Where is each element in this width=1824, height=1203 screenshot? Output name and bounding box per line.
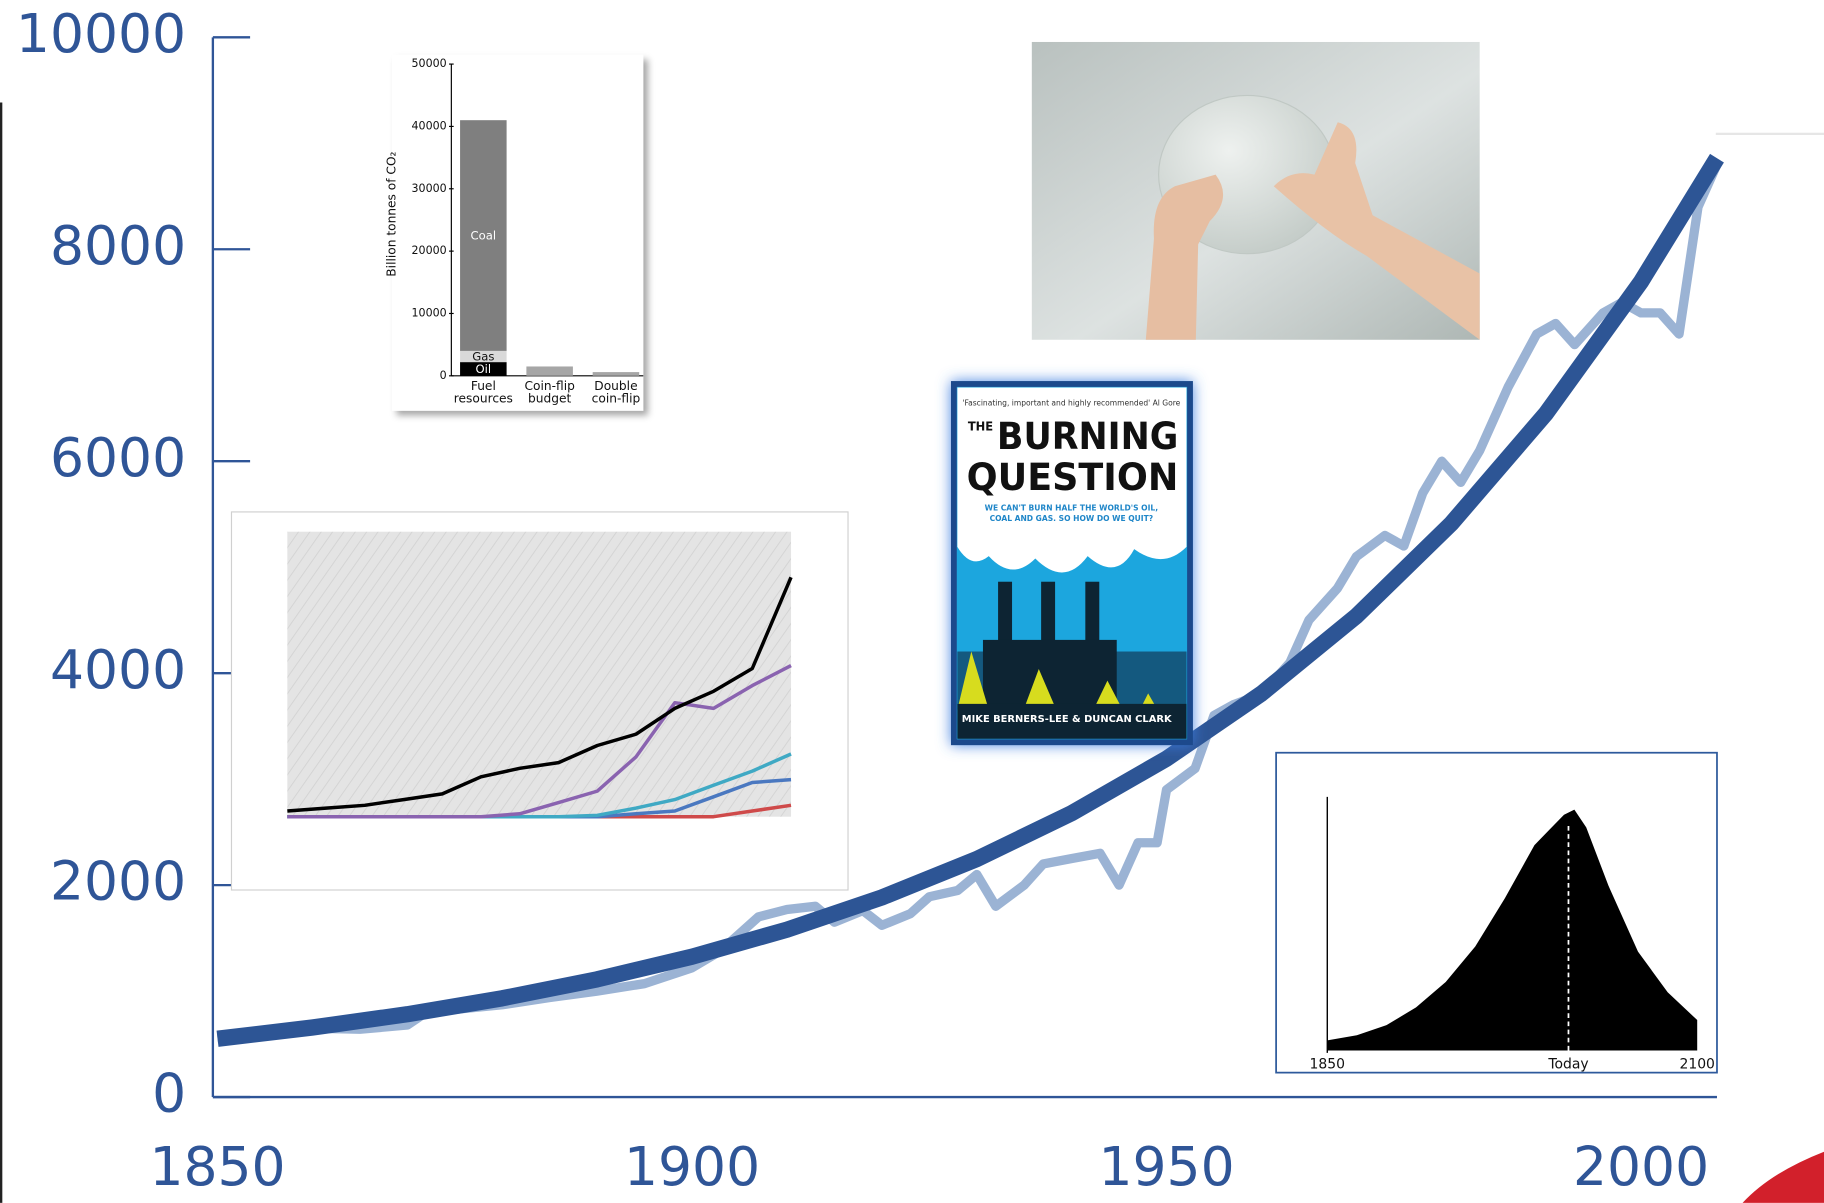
- balloon-photo: [1031, 41, 1480, 340]
- bar-segment: [526, 366, 573, 376]
- book-title: THE: [968, 420, 993, 435]
- y-axis-title: Billion tonnes of CO₂: [385, 151, 399, 276]
- author-band: [957, 703, 1187, 739]
- segment-label: Oil: [476, 362, 492, 376]
- data-line: [287, 576, 793, 813]
- y-tick-label: 30000: [412, 182, 447, 195]
- book-subtitle: WE CAN'T BURN HALF THE WORLD'S OIL,: [985, 503, 1159, 512]
- segment-label: Gas: [472, 350, 494, 364]
- x-tick-label: 1950: [1098, 1135, 1234, 1198]
- x-tick-label: 1850: [149, 1135, 285, 1198]
- x-tick-label: Coin-flip budget: [524, 380, 575, 407]
- x-tick-label-box: Fuel resources: [453, 380, 513, 407]
- line-inset: [287, 576, 793, 819]
- y-tick-label: 2000: [50, 850, 186, 913]
- light-beam: [957, 651, 1158, 710]
- x-tick-label: Fuel resources: [453, 380, 513, 407]
- y-tick-label: 20000: [412, 244, 447, 257]
- y-tick-label: 0: [440, 369, 447, 382]
- hand: [1145, 174, 1224, 340]
- y-tick-label: 8000: [50, 214, 186, 277]
- hand: [1273, 122, 1480, 340]
- x-tick-label-box: Coin-flip budget: [524, 380, 575, 407]
- bar-segment: [460, 120, 507, 351]
- book-authors: MIKE BERNERS-LEE & DUNCAN CLARK: [962, 714, 1172, 725]
- bar-segment: [460, 362, 507, 376]
- cloud: [957, 387, 1187, 573]
- y-tick-label: 50000: [412, 57, 447, 70]
- inset-frame: [392, 54, 644, 411]
- x-tick-label: Double coin-flip: [591, 380, 641, 407]
- plot-background: [287, 531, 792, 817]
- data-line: [287, 664, 792, 819]
- book-subtitle: COAL AND GAS. SO HOW DO WE QUIT?: [990, 514, 1154, 523]
- bar-inset: 0 10000 20000 30000 40000 50000 Billion tonnes…: [385, 57, 644, 407]
- data-line: [216, 153, 1724, 1047]
- bar-segment: [592, 372, 640, 376]
- x-tick-label-box: Double coin-flip: [591, 380, 641, 407]
- x-tick-label: 1900: [624, 1135, 760, 1198]
- segment-label: Coal: [471, 229, 497, 243]
- area-inset: 1850 Today 2100: [1310, 809, 1715, 1072]
- book-title: QUESTION: [967, 455, 1179, 499]
- main-chart: 0 2000 4000 6000 8000 10000 1850 1900 1950 2000: [16, 2, 1724, 1198]
- data-line: [217, 162, 1722, 1044]
- x-tick-label: 1850: [1310, 1056, 1345, 1072]
- y-tick-label: 40000: [412, 119, 447, 132]
- book-quote: 'Fascinating, important and highly recom…: [962, 399, 1180, 408]
- y-tick-label: 10000: [16, 2, 186, 65]
- bar-segment: [460, 350, 507, 363]
- area: [1327, 809, 1698, 1051]
- smoke: [997, 497, 1106, 547]
- y-tick-label: 0: [152, 1062, 186, 1125]
- x-tick-label: 2100: [1679, 1056, 1714, 1072]
- x-tick-label: Today: [1547, 1056, 1588, 1072]
- y-tick-label: 6000: [50, 426, 186, 489]
- corner-accent: [1742, 1151, 1824, 1203]
- book-title: BURNING: [997, 414, 1178, 458]
- y-tick-label: 4000: [50, 638, 186, 701]
- y-tick-label: 10000: [412, 306, 447, 319]
- book-cover: 'Fascinating, important and highly recom…: [950, 381, 1193, 746]
- x-tick-label: 2000: [1573, 1135, 1709, 1198]
